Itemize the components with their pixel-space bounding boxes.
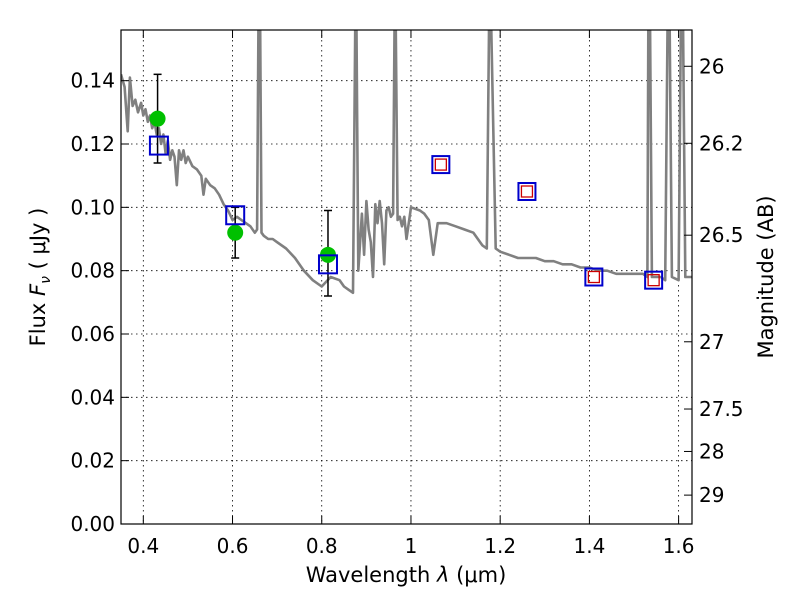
model-square <box>225 205 246 226</box>
model-square-outer <box>517 182 537 201</box>
x-tick-label: 1.2 <box>484 534 516 558</box>
y-axis-title: Flux Fν ( μJy ) <box>26 208 54 347</box>
model-square-outer <box>644 270 664 290</box>
x-tick-label: 0.6 <box>217 534 249 558</box>
x-tick-label: 0.8 <box>306 534 338 558</box>
model-square-inner <box>434 158 447 171</box>
model-square-inner <box>520 185 534 198</box>
x-tick-label: 1.4 <box>573 534 605 558</box>
y-tick-label: 0.04 <box>70 385 115 409</box>
model-square <box>317 254 338 275</box>
model-square <box>148 135 169 156</box>
x-tick-label: 1 <box>405 534 418 558</box>
y-tick-label: 0.14 <box>70 69 115 93</box>
x-tick-label: 1.6 <box>663 534 695 558</box>
x-tick-label: 0.4 <box>127 534 159 558</box>
observed-point <box>149 110 166 127</box>
y2-tick-label: 26 <box>699 54 724 78</box>
plot-frame <box>120 29 693 525</box>
model-square-outer <box>584 267 604 287</box>
tick-labels: 0.4 0.6 0.8 1 1.2 1.4 1.6 0.00 0.02 0.04 0.06 0.08 0… <box>70 54 743 558</box>
y-tick-label: 0.12 <box>70 132 115 156</box>
y-tick-label: 0.02 <box>70 449 115 473</box>
y2-tick-label: 27 <box>699 330 724 354</box>
y2-tick-label: 29 <box>699 483 724 507</box>
ticks <box>121 30 692 525</box>
y2-tick-label: 28 <box>699 439 724 463</box>
y2-tick-label: 27.5 <box>699 397 744 421</box>
y2-tick-label: 26.5 <box>699 223 744 247</box>
model-square-inner <box>587 270 601 284</box>
y2-tick-label: 26.2 <box>699 131 744 155</box>
sed-curve-layer <box>121 30 692 295</box>
x-axis-title: Wavelength λ (μm) <box>306 563 507 587</box>
photometry-layer <box>148 73 664 297</box>
y-tick-label: 0.00 <box>70 512 115 536</box>
y-tick-label: 0.06 <box>70 322 115 346</box>
model-square-outer <box>431 155 451 175</box>
observed-point <box>227 224 244 241</box>
grid <box>121 30 692 525</box>
y-tick-label: 0.10 <box>70 195 115 219</box>
model-square-inner <box>647 274 660 287</box>
y2-axis-title: Magnitude (AB) <box>754 195 778 358</box>
sed-line <box>121 30 692 295</box>
y-tick-label: 0.08 <box>70 259 115 283</box>
